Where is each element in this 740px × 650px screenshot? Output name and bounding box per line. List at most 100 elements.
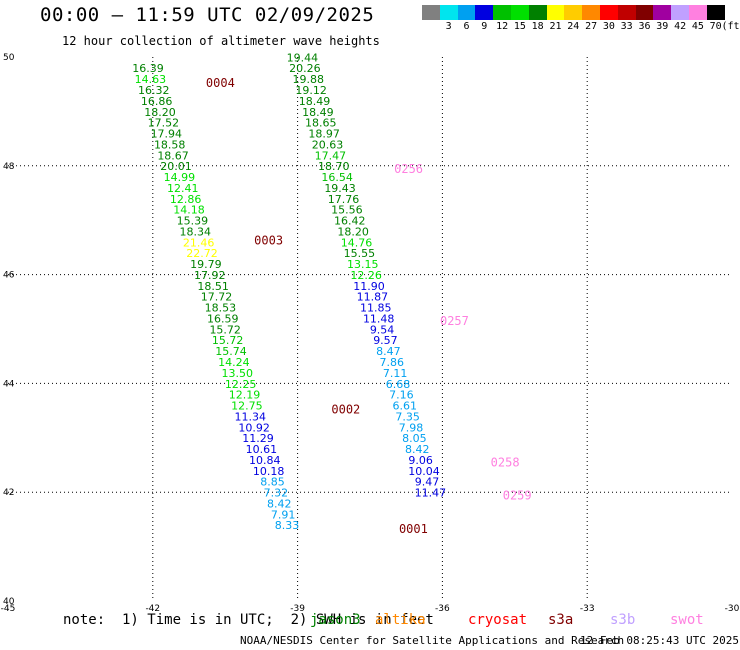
legend-label: 24 xyxy=(567,21,580,32)
legend-swatch xyxy=(582,5,600,20)
wave-height-label: 11.87 xyxy=(357,291,389,304)
wave-height-label: 16.39 xyxy=(132,62,164,75)
wave-height-label: 18.70 xyxy=(318,160,350,173)
wave-height-label: 7.91 xyxy=(271,508,296,521)
x-tick-label: -45 xyxy=(1,604,16,614)
wave-height-label: 20.26 xyxy=(289,62,321,75)
wave-height-label: 20.01 xyxy=(160,160,192,173)
wave-height-label: 12.75 xyxy=(231,400,263,413)
time-marker: 0002 xyxy=(331,402,360,416)
legend-label: 30 xyxy=(602,21,615,32)
wave-height-label: 15.72 xyxy=(209,323,241,336)
wave-height-label: 20.63 xyxy=(312,138,344,151)
satellite-altika: altika xyxy=(375,612,426,628)
page-subtitle: 12 hour collection of altimeter wave hei… xyxy=(62,34,380,48)
page-title: 00:00 – 11:59 UTC 02/09/2025 xyxy=(40,4,375,26)
legend-label: 70 xyxy=(709,21,722,32)
wave-height-label: 12.26 xyxy=(350,269,382,282)
time-marker: 0003 xyxy=(254,234,283,248)
wave-height-label: 8.42 xyxy=(405,443,430,456)
legend-label: 3 xyxy=(445,21,452,32)
wave-height-label: 19.12 xyxy=(295,84,327,97)
wave-height-label: 14.99 xyxy=(164,171,196,184)
time-marker: 0259 xyxy=(503,488,532,502)
wave-height-label: 22.72 xyxy=(186,247,218,260)
wave-height-label: 16.86 xyxy=(141,95,173,108)
wave-height-label: 21.46 xyxy=(183,236,215,249)
wave-height-label: 11.90 xyxy=(353,280,385,293)
legend-label: 18 xyxy=(531,21,544,32)
wave-height-label: 14.76 xyxy=(341,236,373,249)
legend-swatch xyxy=(475,5,494,20)
wave-height-label: 7.11 xyxy=(383,367,408,380)
wave-height-label: 9.47 xyxy=(415,476,440,489)
legend-swatch xyxy=(706,5,725,20)
legend-label: (ft) xyxy=(721,21,740,32)
y-tick-label: 40 xyxy=(3,597,15,607)
y-tick-label: 46 xyxy=(3,271,15,281)
wave-height-label: 18.20 xyxy=(144,106,176,119)
x-tick-label: -33 xyxy=(580,604,595,614)
wave-height-label: 19.43 xyxy=(324,182,356,195)
legend-swatch xyxy=(457,5,476,20)
wave-height-label: 7.98 xyxy=(399,421,424,434)
legend-swatch xyxy=(564,5,583,20)
satellite-s3a: s3a xyxy=(548,612,574,628)
wave-height-label: 15.56 xyxy=(331,204,363,217)
wave-height-label: 18.53 xyxy=(205,302,237,315)
wave-height-label: 17.94 xyxy=(151,128,183,141)
satellite-swot: swot xyxy=(670,612,704,628)
time-marker: 0256 xyxy=(394,162,423,176)
legend-swatch xyxy=(635,5,654,20)
wave-height-label: 13.50 xyxy=(222,367,254,380)
wave-height-label: 11.47 xyxy=(415,487,447,500)
wave-height-label: 18.49 xyxy=(299,95,331,108)
legend-label: 9 xyxy=(481,21,488,32)
satellite-cryosat: cryosat xyxy=(468,612,528,628)
wave-height-label: 18.20 xyxy=(337,225,369,238)
x-tick-label: -36 xyxy=(435,604,450,614)
wave-height-label: 16.54 xyxy=(321,171,353,184)
legend-label: 21 xyxy=(549,21,562,32)
generated-timestamp: 12 Feb 08:25:43 UTC 2025 xyxy=(580,634,739,647)
legend-swatch xyxy=(617,5,636,20)
wave-height-label: 18.58 xyxy=(154,138,186,151)
wave-height-label: 8.85 xyxy=(260,476,285,489)
satellite-s3b: s3b xyxy=(610,612,636,628)
wave-height-label: 14.18 xyxy=(173,204,205,217)
wave-height-label: 12.86 xyxy=(170,193,202,206)
legend-label: 36 xyxy=(638,21,651,32)
wave-height-label: 12.25 xyxy=(225,378,257,391)
wave-height-label: 11.48 xyxy=(363,312,395,325)
time-marker: 0001 xyxy=(399,522,428,536)
legend-swatch xyxy=(653,5,672,20)
legend-swatch xyxy=(599,5,618,20)
satellite-jason3: jason3 xyxy=(310,612,361,628)
wave-height-label: 10.92 xyxy=(238,421,270,434)
wave-height-label: 11.29 xyxy=(242,432,274,445)
wave-height-label: 10.84 xyxy=(249,454,281,467)
wave-height-label: 15.74 xyxy=(215,345,247,358)
wave-height-label: 6.68 xyxy=(386,378,411,391)
y-tick-label: 50 xyxy=(3,53,15,63)
wave-height-label: 12.41 xyxy=(167,182,199,195)
wave-height-label: 16.32 xyxy=(138,84,170,97)
satellite-legend: jason3 altika cryosat s3a s3b swot xyxy=(0,612,740,630)
y-tick-label: 42 xyxy=(3,488,14,498)
wave-height-label: 11.85 xyxy=(360,302,392,315)
wave-height-label: 17.92 xyxy=(194,269,226,282)
wave-height-label: 15.72 xyxy=(212,334,244,347)
wave-height-label: 16.59 xyxy=(207,312,239,325)
time-marker: 0004 xyxy=(206,76,235,90)
wave-height-label: 17.72 xyxy=(201,291,233,304)
legend-label: 15 xyxy=(513,21,526,32)
wave-height-label: 18.51 xyxy=(197,280,229,293)
wave-height-label: 9.06 xyxy=(408,454,433,467)
legend-swatch xyxy=(671,5,689,20)
wave-height-label: 18.34 xyxy=(180,225,212,238)
wave-height-label: 7.35 xyxy=(395,410,420,423)
wave-height-label: 19.88 xyxy=(292,73,324,86)
wave-height-label: 13.15 xyxy=(347,258,379,271)
